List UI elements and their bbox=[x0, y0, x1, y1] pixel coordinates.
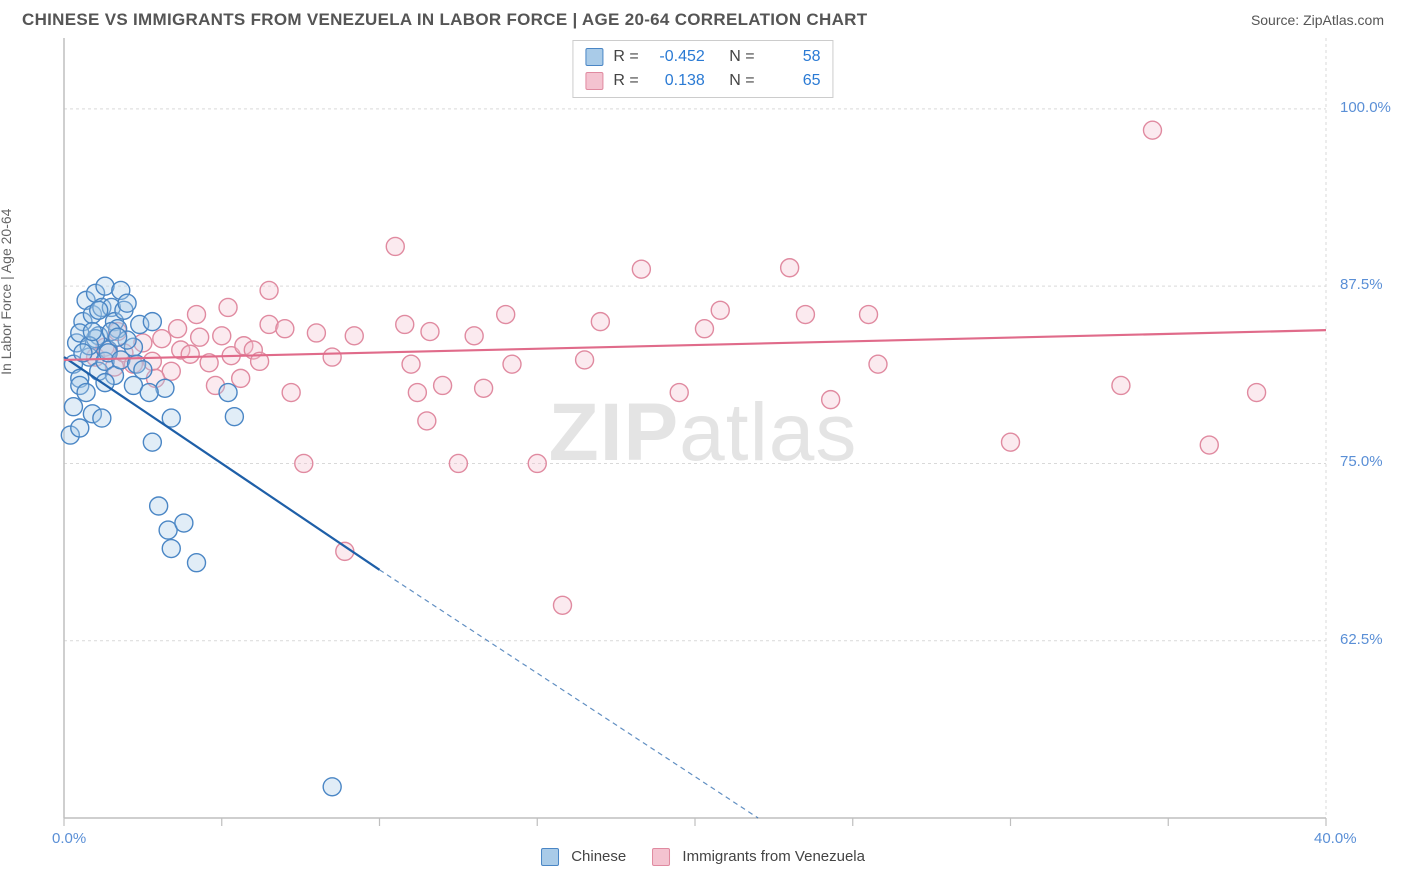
y-axis-label: In Labor Force | Age 20-64 bbox=[0, 209, 14, 375]
n-value-series2: 65 bbox=[765, 69, 821, 93]
n-label: N = bbox=[729, 69, 754, 93]
legend: Chinese Immigrants from Venezuela bbox=[541, 848, 865, 866]
correlation-stats-box: R = -0.452 N = 58 R = 0.138 N = 65 bbox=[572, 40, 833, 98]
n-value-series1: 58 bbox=[765, 45, 821, 69]
source-label: Source: ZipAtlas.com bbox=[1251, 12, 1384, 28]
axis-tick-label: 75.0% bbox=[1340, 453, 1383, 470]
stats-row-series2: R = 0.138 N = 65 bbox=[585, 69, 820, 93]
swatch-series1 bbox=[541, 848, 559, 866]
legend-label-series2: Immigrants from Venezuela bbox=[682, 848, 865, 865]
chart-title: CHINESE VS IMMIGRANTS FROM VENEZUELA IN … bbox=[22, 10, 867, 30]
swatch-series1 bbox=[585, 48, 603, 66]
n-label: N = bbox=[729, 45, 754, 69]
axis-tick-label: 87.5% bbox=[1340, 276, 1383, 293]
header: CHINESE VS IMMIGRANTS FROM VENEZUELA IN … bbox=[0, 0, 1406, 36]
axis-tick-label: 40.0% bbox=[1314, 830, 1357, 847]
swatch-series2 bbox=[585, 72, 603, 90]
stats-row-series1: R = -0.452 N = 58 bbox=[585, 45, 820, 69]
axis-tick-label: 0.0% bbox=[52, 830, 86, 847]
legend-item-series2: Immigrants from Venezuela bbox=[652, 848, 865, 866]
r-label: R = bbox=[613, 45, 638, 69]
chart-container: In Labor Force | Age 20-64 ZIPatlas R = … bbox=[22, 36, 1384, 864]
scatter-chart bbox=[22, 36, 1384, 864]
legend-item-series1: Chinese bbox=[541, 848, 626, 866]
axis-tick-label: 100.0% bbox=[1340, 99, 1391, 116]
legend-label-series1: Chinese bbox=[571, 848, 626, 865]
r-label: R = bbox=[613, 69, 638, 93]
r-value-series2: 0.138 bbox=[649, 69, 705, 93]
axis-tick-label: 62.5% bbox=[1340, 631, 1383, 648]
swatch-series2 bbox=[652, 848, 670, 866]
r-value-series1: -0.452 bbox=[649, 45, 705, 69]
